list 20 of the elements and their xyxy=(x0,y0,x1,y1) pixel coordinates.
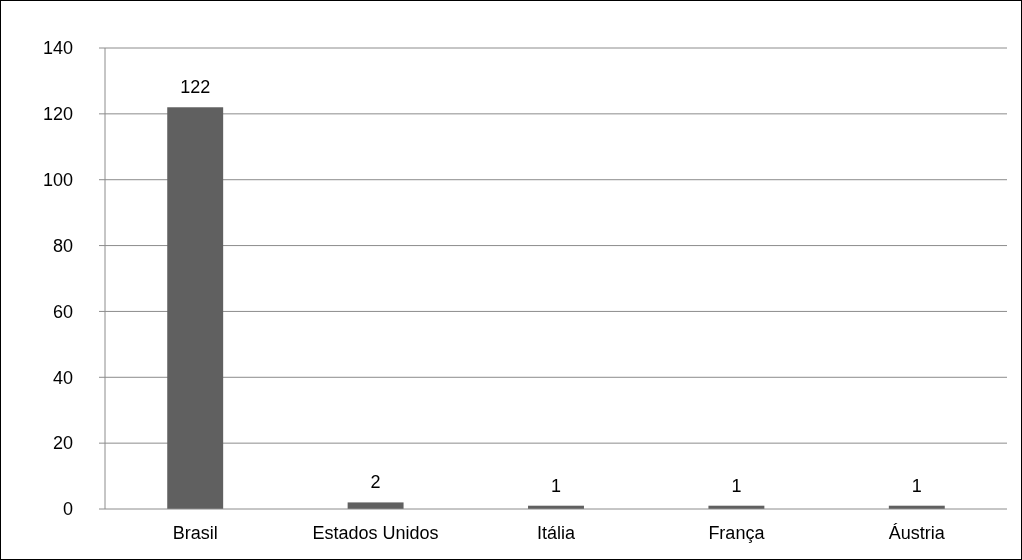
y-tick-label: 60 xyxy=(52,301,73,322)
y-tick-label: 80 xyxy=(52,235,73,256)
x-tick-label: Estados Unidos xyxy=(312,523,439,543)
y-tick-label: 40 xyxy=(52,367,73,388)
bar xyxy=(167,107,224,509)
x-tick-label: França xyxy=(708,523,766,543)
x-tick-label: Itália xyxy=(536,523,576,543)
data-label: 1 xyxy=(731,475,742,496)
data-label: 1 xyxy=(911,475,922,496)
y-tick-label: 0 xyxy=(62,499,73,520)
data-label: 2 xyxy=(370,472,381,493)
data-label: 122 xyxy=(180,77,211,98)
y-tick-label: 20 xyxy=(52,433,73,454)
y-tick-label: 120 xyxy=(42,104,73,125)
y-tick-label: 100 xyxy=(42,170,73,191)
x-tick-label: Áustria xyxy=(888,523,946,543)
data-label: 1 xyxy=(550,475,562,496)
x-tick-label: Brasil xyxy=(172,523,218,543)
bar xyxy=(347,502,404,509)
y-tick-label: 140 xyxy=(42,38,73,59)
